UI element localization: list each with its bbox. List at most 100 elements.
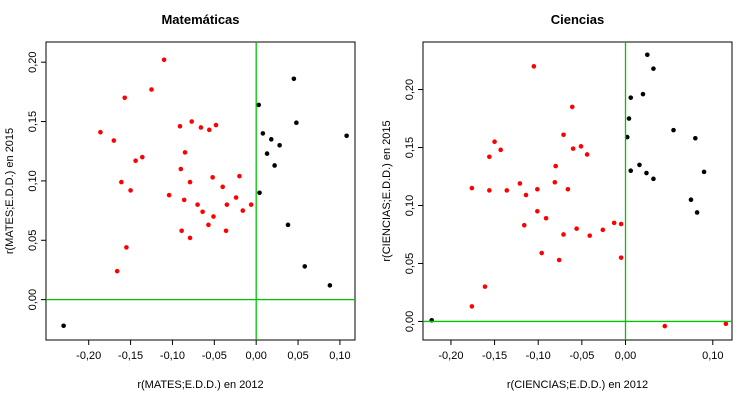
data-point [122,95,128,101]
data-point [535,186,540,192]
y-tick-label: 0,15 [404,137,416,158]
x-tick-label: -0,20 [438,350,463,362]
x-tick-label: 0,00 [615,350,636,362]
x-tick-label: -0,20 [76,350,101,362]
data-point [119,179,124,185]
data-point [492,139,497,145]
y-tick-label: 0,05 [27,230,39,251]
data-point [179,228,184,234]
data-point [187,179,193,185]
data-point [628,95,634,100]
data-point [237,173,242,179]
data-point [565,186,571,192]
data-point [128,188,133,193]
data-point [198,125,204,130]
data-point [701,169,707,175]
data-point [302,264,308,269]
data-point [574,226,579,231]
data-point [260,131,266,136]
data-point [161,57,167,63]
y-tick-label: 0,10 [404,195,416,216]
data-point [688,197,694,202]
x-axis-label: r(MATES;E.D.D.) en 2012 [137,379,263,391]
y-tick-label: 0,20 [27,51,39,72]
data-point [210,175,215,180]
y-axis-label: r(CIENCIAS;E.D.D.) en 2015 [381,120,393,261]
data-point [61,323,66,329]
data-point [327,283,333,288]
data-point [233,195,239,200]
data-point [600,227,606,233]
data-point [552,180,558,185]
data-point [618,221,624,227]
data-point [140,154,145,160]
data-point [469,185,475,191]
x-tick-label: 0,10 [329,350,350,362]
data-point [189,119,195,124]
y-tick-label: 0,00 [27,289,39,310]
x-tick-label: -0,10 [526,350,551,362]
data-point [257,190,262,196]
data-point [531,64,537,69]
data-point [521,222,527,228]
data-point [587,233,593,238]
data-point [517,181,523,186]
data-point [200,209,205,215]
data-point [644,170,649,176]
plot-box [422,41,733,341]
data-point [133,158,138,164]
data-point [482,284,488,289]
data-point [114,268,120,274]
x-tick-label: -0,15 [118,350,143,362]
data-point [628,168,634,174]
data-point [487,154,492,160]
data-point [149,87,154,92]
data-point [570,146,576,151]
y-axis-label: r(MATES;E.D.D.) en 2015 [4,128,16,254]
data-point [498,147,503,153]
y-tick-label: 0,05 [404,253,416,274]
data-point [543,215,549,221]
data-point [124,245,129,250]
data-point [285,222,291,228]
data-point [662,323,668,329]
data-point [584,152,590,157]
x-tick-label: -0,15 [482,350,507,362]
chart-title: Ciencias [551,12,604,27]
data-point [294,120,299,126]
data-point [182,150,188,155]
data-point [213,122,219,128]
data-point [569,104,575,110]
chart-matematicas: Matemáticas -0,20 -0,15 -0,10 -0,05 0,00 0,05 0… [0,0,377,402]
data-point [268,137,274,142]
data-point [187,235,193,241]
y-tick-label: 0,15 [27,111,39,132]
data-point [291,76,297,82]
x-tick-label: 0,00 [245,350,266,362]
data-point [640,91,646,97]
data-point [504,188,510,193]
x-tick-label: -0,10 [160,350,185,362]
data-point [651,66,656,71]
data-point [561,232,566,237]
data-point [535,208,540,214]
chart-title: Matemáticas [161,12,239,27]
y-tick-label: 0,20 [404,79,416,100]
data-point [618,255,624,260]
data-point [344,133,349,139]
x-tick-label: 0,10 [702,350,723,362]
y-tick-label: 0,10 [27,170,39,191]
chart-ciencias: Ciencias -0,20 -0,15 -0,10 -0,05 0,00 0,10 0,00… [377,0,754,402]
data-point [178,166,184,172]
data-point [195,202,200,207]
data-point [578,144,584,149]
data-point [264,151,270,156]
data-point [111,138,117,143]
data-point [561,132,566,138]
x-axis-label: r(CIENCIAS;E.D.D.) en 2012 [507,379,648,391]
scatter-plot-matematicas: Matemáticas -0,20 -0,15 -0,10 -0,05 0,00 0,05 0… [4,12,356,391]
data-point [671,127,676,133]
data-point [206,222,211,228]
data-point [211,214,216,219]
